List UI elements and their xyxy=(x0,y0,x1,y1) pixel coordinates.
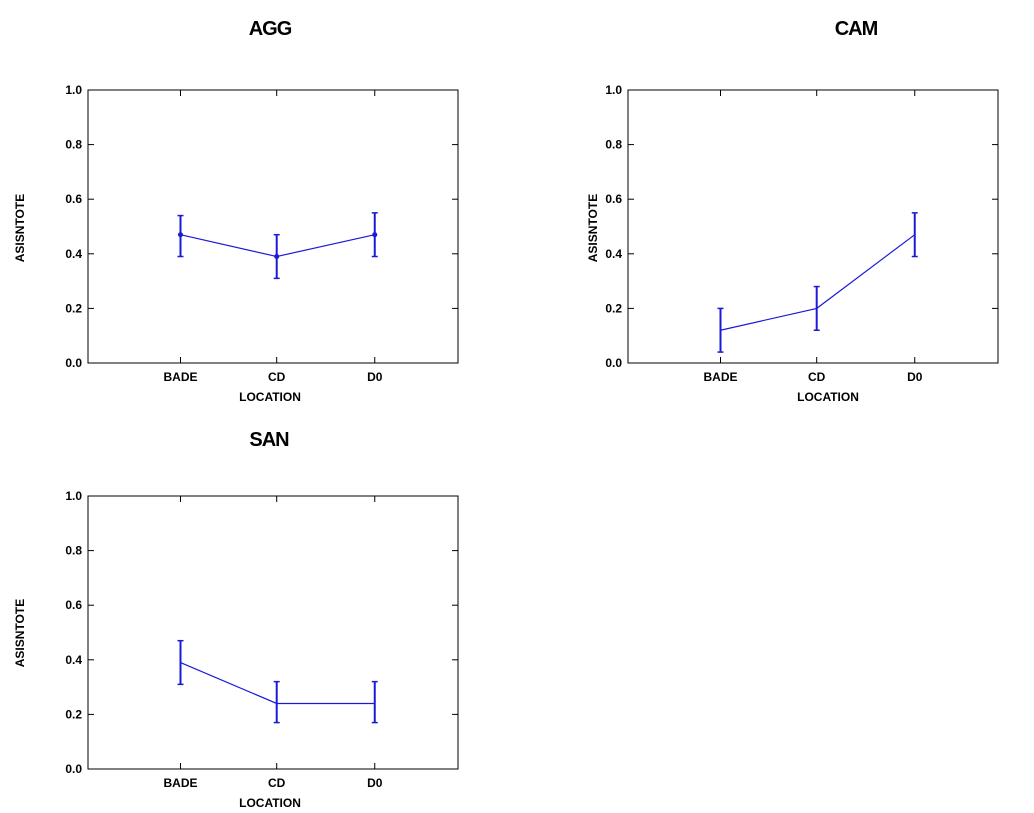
y-axis-label: ASISNTOTE xyxy=(586,194,600,262)
chart-svg-agg: AGG LOCATION ASISNTOTE 0.0 0.2 0.4 0.6 0.8 1.… xyxy=(13,18,459,404)
chart-svg-san: SAN LOCATION ASISNTOTE 0.0 0.2 0.4 0.6 0.8 1.… xyxy=(13,429,459,810)
y-tick-label: 1.0 xyxy=(65,83,82,97)
x-axis-label: LOCATION xyxy=(239,796,301,810)
y-tick-label: 0.8 xyxy=(605,138,622,152)
x-tick-label: BADE xyxy=(163,776,197,790)
y-axis-label: ASISNTOTE xyxy=(13,599,27,667)
plot-frame xyxy=(87,89,459,364)
y-tick-label: 0.2 xyxy=(65,707,82,721)
y-tick-label: 0.6 xyxy=(65,598,82,612)
y-tick-label: 1.0 xyxy=(65,489,82,503)
y-tick-label: 0.2 xyxy=(605,301,622,315)
chart-panel-san: SAN LOCATION ASISNTOTE 0.0 0.2 0.4 0.6 0.8 1.… xyxy=(0,406,500,813)
chart-title: AGG xyxy=(249,18,292,40)
x-tick-label: D0 xyxy=(907,370,923,384)
plot-area: 0.0 0.2 0.4 0.6 0.8 1.0 BADE CD D0 xyxy=(65,83,459,384)
data-point xyxy=(372,232,378,238)
y-axis-label: ASISNTOTE xyxy=(13,194,27,262)
x-axis-label: LOCATION xyxy=(239,390,301,404)
x-axis-label: LOCATION xyxy=(797,390,859,404)
chart-svg-cam: CAM LOCATION ASISNTOTE 0.0 0.2 0.4 0.6 0.8 1.… xyxy=(586,18,999,404)
x-tick-label: CD xyxy=(808,370,826,384)
x-tick-label: BADE xyxy=(703,370,737,384)
chart-panel-agg: AGG LOCATION ASISNTOTE 0.0 0.2 0.4 0.6 0.8 1.… xyxy=(0,0,500,410)
plot-area: 0.0 0.2 0.4 0.6 0.8 1.0 BADE CD D0 xyxy=(605,83,999,384)
y-tick-label: 0.8 xyxy=(65,138,82,152)
y-tick-label: 0.4 xyxy=(65,247,82,261)
chart-title: SAN xyxy=(249,429,289,451)
plot-frame xyxy=(87,495,459,770)
y-tick-label: 0.0 xyxy=(605,356,622,370)
y-tick-label: 0.6 xyxy=(605,192,622,206)
plot-frame xyxy=(627,89,999,364)
x-tick-label: D0 xyxy=(367,370,383,384)
y-tick-label: 0.0 xyxy=(65,762,82,776)
x-tick-label: CD xyxy=(268,370,286,384)
y-tick-label: 0.6 xyxy=(65,192,82,206)
x-tick-label: D0 xyxy=(367,776,383,790)
y-tick-label: 0.2 xyxy=(65,301,82,315)
chart-panel-cam: CAM LOCATION ASISNTOTE 0.0 0.2 0.4 0.6 0.8 1.… xyxy=(582,0,1034,410)
data-point xyxy=(178,232,183,238)
x-tick-label: CD xyxy=(268,776,286,790)
x-tick-label: BADE xyxy=(163,370,197,384)
data-point xyxy=(274,254,280,260)
y-tick-label: 0.0 xyxy=(65,356,82,370)
plot-area: 0.0 0.2 0.4 0.6 0.8 1.0 BADE CD D0 xyxy=(65,489,459,790)
chart-title: CAM xyxy=(835,18,878,40)
y-tick-label: 0.4 xyxy=(65,653,82,667)
y-tick-label: 0.4 xyxy=(605,247,622,261)
y-tick-label: 0.8 xyxy=(65,544,82,558)
y-tick-label: 1.0 xyxy=(605,83,622,97)
